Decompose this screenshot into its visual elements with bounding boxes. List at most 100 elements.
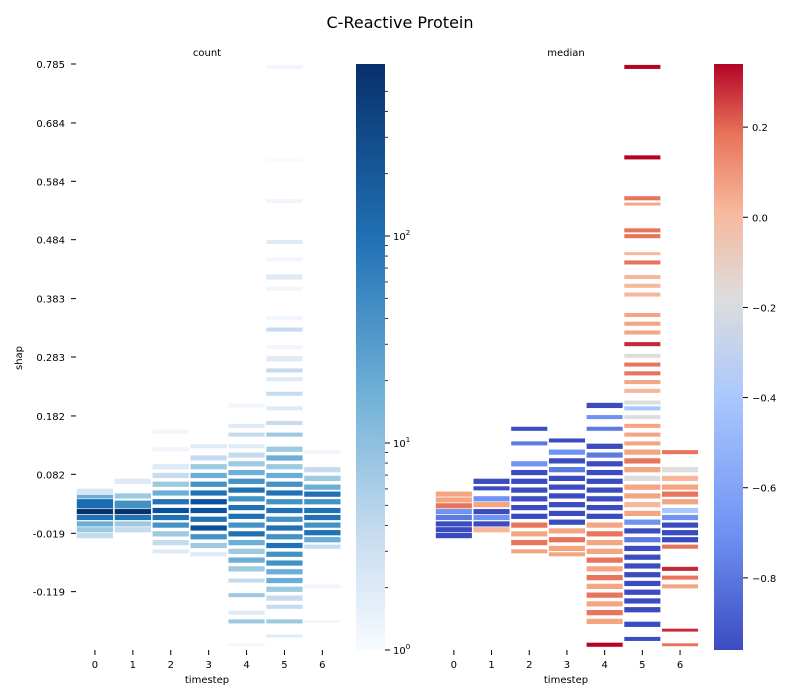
heatmap-cell: [623, 527, 662, 535]
heatmap-cell: [303, 498, 342, 505]
heatmap-cell: [227, 460, 266, 468]
heatmap-cell: [303, 529, 342, 536]
count-colorbar: 100 101 102: [356, 64, 410, 657]
heatmap-cell: [623, 259, 662, 266]
y-tick-label: -0.019: [33, 529, 65, 540]
heatmap-cell: [548, 483, 586, 491]
heatmap-cell: [227, 565, 266, 573]
heatmap-cell: [623, 361, 662, 368]
heatmap-cell: [189, 533, 228, 540]
heatmap-cell: [623, 388, 662, 394]
heatmap-cell: [227, 577, 266, 584]
heatmap-cell: [303, 521, 342, 529]
heatmap-cell: [227, 495, 266, 503]
count-y-axis: 0.785 0.684 0.584 0.484 0.383 0.283 0.182 0.082…: [33, 60, 76, 599]
heatmap-cell: [265, 454, 304, 462]
heatmap-cell: [114, 526, 152, 533]
heatmap-cell: [585, 642, 624, 648]
heatmap-cell: [152, 530, 190, 538]
heatmap-cell: [510, 426, 548, 432]
heatmap-cell: [623, 606, 662, 613]
heatmap-cell: [265, 524, 304, 532]
heatmap-cell: [265, 376, 304, 382]
heatmap-cell: [623, 227, 662, 233]
x-tick-label: 3: [564, 660, 570, 671]
heatmap-cell: [623, 154, 662, 161]
heatmap-cell: [623, 283, 662, 289]
colorbar-tick-label: 0.0: [752, 213, 768, 224]
heatmap-cell: [510, 469, 548, 476]
colorbar-tick-label: 0.2: [752, 123, 768, 134]
heatmap-cell: [76, 520, 114, 528]
heatmap-cell: [303, 475, 342, 482]
heatmap-cell: [623, 580, 662, 587]
heatmap-cell: [510, 539, 548, 546]
heatmap-cell: [661, 466, 699, 473]
heatmap-cell: [661, 507, 699, 514]
heatmap-cell: [227, 521, 266, 529]
colorbar-tick-label: −0.6: [752, 484, 776, 495]
heatmap-cell: [623, 329, 662, 336]
heatmap-cell: [510, 495, 548, 503]
heatmap-cell: [548, 492, 586, 500]
heatmap-cell: [585, 618, 624, 625]
heatmap-cell: [661, 490, 699, 498]
heatmap-cell: [189, 481, 228, 488]
x-tick-label: 4: [601, 660, 607, 671]
heatmap-cell: [548, 448, 586, 456]
heatmap-cell: [472, 508, 511, 515]
heatmap-cell: [265, 498, 304, 505]
heatmap-cell: [152, 498, 190, 505]
heatmap-cell: [152, 539, 190, 546]
colorbar-tick-label: 101: [393, 436, 410, 450]
heatmap-cell: [303, 536, 342, 543]
heatmap-cell: [303, 466, 342, 473]
heatmap-cell: [152, 472, 190, 479]
heatmap-cell: [265, 463, 304, 470]
heatmap-cell: [548, 437, 586, 444]
heatmap-cell: [189, 454, 228, 462]
heatmap-cell: [623, 492, 662, 500]
heatmap-cell: [623, 195, 662, 201]
heatmap-cell: [265, 326, 304, 333]
heatmap-cell: [472, 478, 511, 485]
heatmap-cell: [114, 499, 152, 510]
heatmap-cell: [548, 545, 586, 552]
heatmap-cell: [265, 586, 304, 593]
heatmap-cell: [661, 521, 699, 529]
heatmap-cell: [227, 504, 266, 511]
heatmap-cell: [265, 559, 304, 567]
heatmap-cell: [265, 286, 304, 292]
heatmap-cell: [265, 198, 304, 204]
heatmap-cell: [585, 478, 624, 485]
heatmap-cell: [76, 532, 114, 539]
heatmap-cell: [265, 594, 304, 602]
heatmap-cell: [152, 548, 190, 554]
heatmap-cell: [623, 448, 662, 456]
heatmap-cell: [661, 566, 699, 572]
heatmap-cell: [265, 577, 304, 584]
heatmap-cell: [623, 457, 662, 465]
heatmap-cell: [114, 492, 152, 500]
heatmap-cell: [585, 539, 624, 546]
heatmap-cell: [623, 588, 662, 596]
heatmap-cell: [623, 501, 662, 508]
y-tick-label: 0.283: [36, 353, 65, 364]
heatmap-cell: [265, 507, 304, 514]
heatmap-cell: [189, 524, 228, 532]
heatmap-cell: [585, 504, 624, 511]
heatmap-cell: [189, 443, 228, 449]
heatmap-cell: [661, 536, 699, 543]
heatmap-cell: [623, 291, 662, 298]
heatmap-cell: [227, 423, 266, 429]
heatmap-cell: [623, 562, 662, 570]
heatmap-cell: [623, 370, 662, 376]
heatmap-cell: [265, 604, 304, 610]
heatmap-cell: [623, 518, 662, 526]
median-colorbar: 0.2 0.0 −0.2 −0.4 −0.6 −0.8: [714, 64, 776, 650]
heatmap-cell: [303, 514, 342, 521]
heatmap-cell: [265, 481, 304, 488]
colorbar-tick-label: −0.4: [752, 394, 776, 405]
heatmap-cell: [152, 521, 190, 529]
heatmap-cell: [623, 379, 662, 385]
